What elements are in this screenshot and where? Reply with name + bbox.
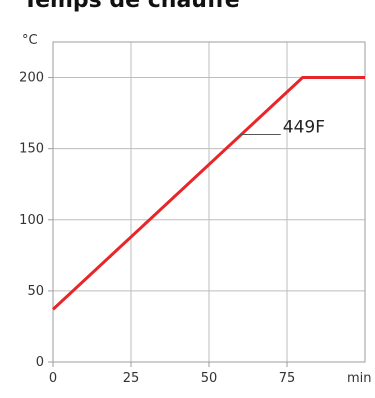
x-tick-label-25: 25 — [123, 371, 140, 386]
x-tick-label-50: 50 — [201, 371, 218, 386]
y-tick-label-200: 200 — [19, 71, 44, 86]
axes — [48, 41, 366, 367]
x-axis-unit-label: min — [347, 371, 372, 386]
y-axis-unit-label: °C — [22, 33, 38, 48]
y-tick-label-50: 50 — [27, 284, 44, 299]
tick-labels: 0 50 100 150 200 0 25 50 75 °C min 449F — [19, 33, 371, 386]
annotation-label: 449F — [283, 117, 325, 137]
x-tick-label-75: 75 — [279, 371, 296, 386]
x-tick-label-0: 0 — [49, 371, 57, 386]
y-tick-label-100: 100 — [19, 213, 44, 228]
grid-lines — [53, 42, 365, 362]
series-line-0 — [51, 76, 365, 311]
y-tick-label-0: 0 — [36, 355, 44, 370]
series-layer — [51, 76, 365, 311]
chart-title: Temps de chauffe — [23, 0, 240, 13]
y-tick-label-150: 150 — [19, 142, 44, 157]
